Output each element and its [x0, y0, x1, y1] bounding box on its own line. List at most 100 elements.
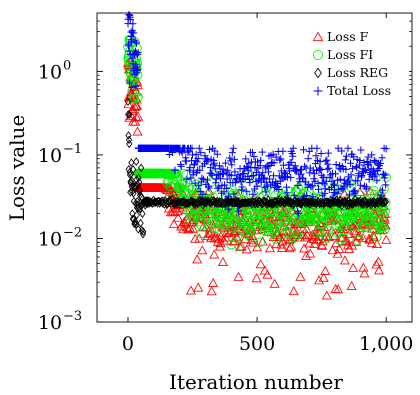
loss-f-point	[301, 250, 312, 260]
loss-fi-point	[378, 210, 389, 220]
loss-fi-point	[285, 187, 295, 197]
total-loss-point	[249, 171, 258, 180]
total-loss-point	[178, 149, 186, 157]
total-loss-point	[188, 144, 196, 152]
loss-f-point	[239, 212, 250, 222]
total-loss-point	[350, 153, 358, 161]
total-loss-point	[126, 15, 134, 24]
total-loss-point	[282, 183, 291, 191]
total-loss-point	[128, 54, 136, 62]
legend-label: Loss F	[327, 29, 369, 44]
total-loss-point	[223, 184, 231, 193]
total-loss-point	[283, 173, 292, 181]
loss-reg-point	[139, 209, 146, 219]
total-loss-point	[286, 167, 294, 175]
loss-reg-point	[130, 165, 137, 174]
loss-fi-point	[313, 207, 324, 218]
loss-f-point	[379, 212, 390, 222]
loss-f-point	[333, 284, 344, 294]
legend-marker-loss-reg	[314, 67, 322, 79]
y-tick-exponent: −2	[63, 225, 82, 240]
total-loss-point	[229, 144, 237, 152]
total-loss-point	[381, 171, 389, 179]
loss-f-point	[205, 227, 216, 237]
total-loss-point	[204, 182, 213, 190]
total-loss-point	[316, 165, 325, 174]
loss-f-point	[302, 230, 313, 240]
loss-f-point	[259, 221, 270, 231]
loss-reg-point	[262, 198, 269, 207]
total-loss-point	[231, 168, 239, 176]
total-loss-point	[373, 176, 381, 184]
loss-fi-point	[238, 188, 249, 198]
loss-f-point	[355, 211, 366, 221]
loss-fi-point	[207, 217, 218, 227]
total-loss-point	[321, 189, 329, 198]
loss-f-point	[373, 256, 384, 266]
loss-f-point	[185, 285, 197, 295]
loss-fi-point	[369, 185, 379, 196]
total-loss-point	[362, 185, 370, 193]
total-loss-point	[227, 157, 235, 165]
loss-fi-point	[166, 169, 177, 180]
loss-fi-point	[234, 241, 245, 252]
loss-f-point	[124, 112, 135, 122]
total-loss-point	[132, 82, 140, 90]
total-loss-point	[288, 158, 296, 166]
total-loss-point	[361, 166, 370, 175]
total-loss-point	[321, 185, 329, 193]
loss-f-point	[288, 286, 299, 296]
loss-f-point	[337, 232, 348, 242]
loss-reg-point	[306, 198, 313, 207]
loss-f-point	[371, 238, 382, 248]
loss-fi-point	[212, 207, 222, 218]
total-loss-point	[237, 186, 246, 194]
total-loss-point	[279, 161, 288, 169]
loss-f-point	[358, 262, 369, 272]
total-loss-point	[182, 154, 190, 162]
total-loss-point	[221, 159, 230, 167]
total-loss-point	[334, 144, 342, 152]
loss-fi-point	[196, 228, 207, 239]
x-tick-label: 0	[122, 333, 134, 355]
total-loss-point	[369, 166, 377, 174]
loss-fi-point	[190, 209, 201, 219]
loss-f-point	[331, 238, 342, 248]
total-loss-point	[242, 187, 250, 195]
loss-reg-point	[277, 198, 284, 208]
total-loss-point	[177, 161, 185, 169]
total-loss-point	[253, 158, 262, 166]
total-loss-point	[362, 183, 371, 191]
y-tick-base: 10	[38, 61, 62, 83]
legend-label: Loss REG	[327, 65, 388, 80]
total-loss-point	[212, 179, 220, 187]
total-loss-point	[189, 168, 198, 176]
total-loss-point	[130, 29, 138, 37]
loss-reg-point	[126, 110, 133, 119]
loss-f-point	[188, 223, 199, 233]
loss-f-point	[373, 265, 384, 275]
loss-reg-point	[135, 224, 142, 234]
loss-f-point	[210, 231, 221, 241]
total-loss-point	[320, 173, 328, 181]
loss-f-point	[311, 234, 323, 244]
loss-reg-point	[342, 197, 349, 207]
loss-f-point	[206, 286, 217, 296]
loss-reg-point	[354, 196, 361, 206]
loss-fi-point	[322, 224, 332, 235]
total-loss-point	[253, 182, 261, 190]
loss-f-point	[276, 239, 287, 249]
loss-reg-point	[160, 197, 167, 206]
loss-f-point	[215, 231, 226, 241]
plot-frame	[96, 12, 413, 323]
loss-fi-point	[191, 184, 202, 194]
loss-fi-point	[296, 225, 307, 236]
total-loss-point	[205, 184, 213, 192]
loss-fi-point	[220, 220, 231, 230]
total-loss-point	[289, 144, 297, 152]
total-loss-point	[279, 147, 287, 155]
total-loss-point	[188, 151, 197, 159]
total-loss-point	[340, 183, 348, 191]
total-loss-point	[214, 184, 222, 192]
total-loss-point	[325, 164, 333, 172]
